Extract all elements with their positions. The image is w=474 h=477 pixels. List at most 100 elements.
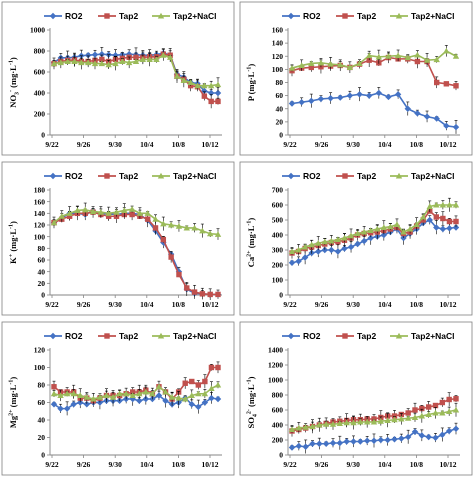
series-Tap2+NaCl: [50, 380, 222, 405]
data-point: [145, 216, 151, 222]
data-point: [206, 230, 214, 237]
data-point: [176, 271, 182, 278]
data-point: [215, 291, 221, 298]
data-point: [404, 433, 412, 441]
data-point: [445, 408, 453, 415]
data-point: [439, 399, 446, 406]
data-point: [425, 433, 432, 441]
data-point: [207, 89, 215, 97]
data-point: [302, 443, 309, 450]
data-point: [425, 404, 432, 410]
y-tick-label: 20: [38, 433, 46, 442]
data-point: [434, 79, 440, 86]
data-point: [288, 259, 296, 266]
x-tick-label: 9/22: [283, 460, 297, 469]
data-point: [347, 232, 355, 239]
x-tick-label: 9/30: [347, 460, 361, 469]
legend-marker: [342, 173, 348, 179]
y-tick-label: 800: [34, 47, 46, 56]
data-point: [445, 427, 453, 435]
data-point: [412, 407, 418, 413]
y-tick-label: 100: [272, 65, 284, 74]
data-point: [128, 206, 136, 212]
data-point: [452, 406, 460, 413]
legend-item: Tap2: [336, 171, 376, 181]
data-point: [433, 214, 440, 220]
legend-marker: [287, 12, 295, 20]
data-point: [180, 77, 188, 83]
legend-item: Tap2+NaCl: [390, 331, 455, 341]
legend-item: Tap2+NaCl: [152, 171, 217, 181]
data-point: [182, 380, 188, 386]
data-point: [443, 122, 450, 130]
legend-marker: [342, 13, 348, 19]
data-point: [112, 60, 119, 67]
panel-border: [1, 321, 235, 476]
data-point: [201, 399, 209, 406]
legend-marker: [287, 172, 295, 180]
legend-label: Tap2+NaCl: [411, 171, 455, 181]
data-point: [446, 396, 452, 403]
data-point: [142, 395, 150, 403]
y-tick-label: 0: [41, 451, 45, 460]
data-point: [57, 392, 64, 399]
data-point: [443, 81, 450, 87]
data-point: [121, 207, 128, 213]
data-point: [50, 60, 58, 67]
y-tick-label: 60: [38, 256, 46, 265]
data-point: [91, 51, 99, 58]
data-point: [183, 224, 190, 231]
data-point: [452, 123, 460, 131]
legend-marker: [342, 333, 348, 339]
data-point: [433, 115, 440, 122]
y-tick-label: 100: [34, 232, 46, 241]
y-tick-label: 160: [272, 26, 284, 35]
legend-item: Tap2+NaCl: [152, 11, 217, 21]
data-point: [182, 395, 189, 402]
legend-marker: [104, 13, 110, 19]
data-point: [308, 97, 315, 105]
data-point: [70, 390, 77, 397]
y-tick-label: 160: [34, 197, 46, 206]
data-point: [202, 378, 208, 385]
data-point: [153, 56, 160, 62]
y-tick-label: 20: [276, 117, 284, 126]
x-tick-label: 10/4: [140, 140, 154, 149]
data-point: [144, 210, 151, 216]
data-point: [50, 390, 58, 397]
data-point: [98, 60, 106, 67]
data-point: [63, 390, 71, 397]
x-tick-label: 9/30: [109, 140, 123, 149]
data-point: [152, 215, 159, 222]
y-axis-label: Ca2+ (mg·L-1): [246, 218, 256, 268]
data-point: [334, 248, 342, 255]
data-point: [189, 378, 195, 385]
data-point: [155, 392, 163, 399]
series-Tap2+NaCl: [288, 197, 460, 256]
data-point: [452, 201, 460, 208]
data-point: [316, 421, 323, 428]
data-point: [439, 409, 446, 416]
data-point: [64, 58, 71, 65]
x-tick-label: 9/26: [77, 460, 91, 469]
x-tick-label: 9/30: [109, 300, 123, 309]
x-tick-label: 9/22: [45, 140, 59, 149]
y-tick-label: 400: [272, 421, 284, 430]
data-point: [129, 211, 135, 218]
data-point: [391, 436, 398, 443]
data-point: [119, 58, 126, 65]
data-point: [336, 439, 344, 447]
legend-label: RO2: [303, 11, 321, 21]
chart-panel-4: 0 100 200 300 400 500 600 700 9/22 9/26 9/30 10/4 10…: [239, 161, 473, 316]
data-point: [214, 81, 222, 88]
data-point: [423, 113, 431, 120]
data-point: [308, 60, 315, 67]
data-point: [398, 435, 405, 442]
data-point: [366, 57, 372, 63]
data-point: [195, 390, 202, 397]
data-point: [105, 61, 112, 68]
data-point: [168, 254, 174, 260]
data-point: [308, 241, 315, 248]
